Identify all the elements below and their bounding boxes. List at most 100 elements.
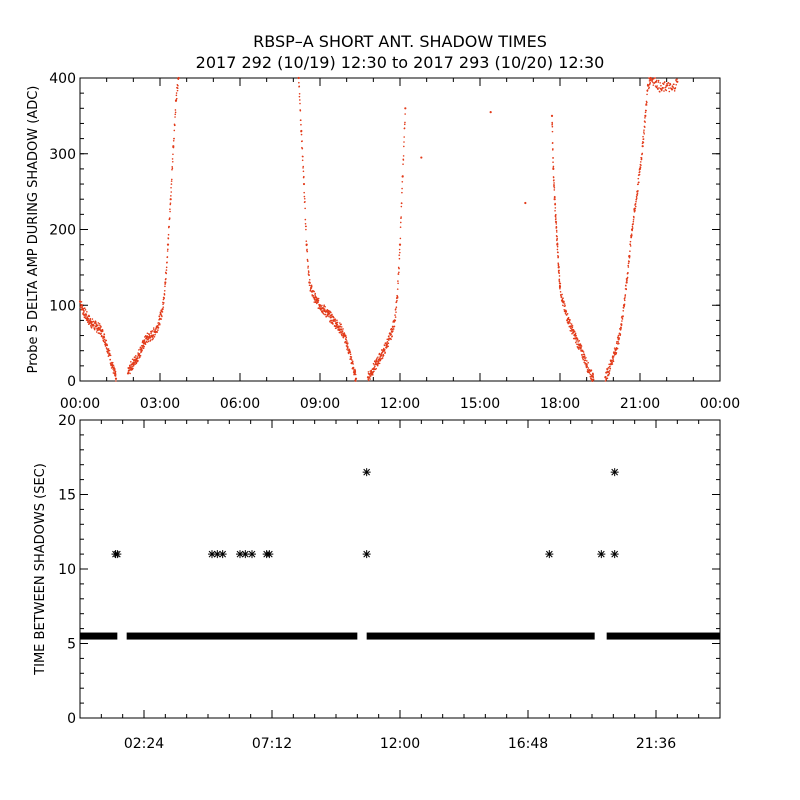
data-point-fill	[608, 372, 611, 375]
data-point-fill	[560, 296, 563, 298]
data-point-fill	[170, 191, 173, 193]
data-point	[110, 363, 114, 366]
data-point-fill	[81, 304, 84, 306]
data-point-fill	[676, 78, 678, 81]
data-point-fill	[95, 331, 98, 333]
data-point-fill	[349, 351, 352, 354]
data-point-fill	[565, 314, 568, 316]
data-point-fill	[334, 318, 337, 321]
x-tick-label: 09:00	[300, 396, 340, 412]
data-point-fill	[100, 334, 103, 337]
data-point-fill	[590, 369, 593, 371]
data-point-fill	[630, 235, 633, 238]
data-point-fill	[557, 255, 560, 258]
data-point-fill	[401, 180, 404, 183]
data-point-fill	[403, 127, 406, 129]
data-point	[553, 198, 556, 201]
data-point-fill	[332, 316, 335, 319]
data-point-fill	[342, 336, 345, 339]
data-point-fill	[307, 270, 310, 272]
data-point	[644, 114, 647, 117]
data-point-fill	[643, 131, 645, 133]
data-point-fill	[300, 123, 302, 126]
data-point-fill	[627, 264, 629, 267]
data-point-fill	[339, 325, 342, 328]
data-point-fill	[637, 183, 639, 186]
data-point-fill	[390, 338, 392, 341]
data-point-fill	[578, 339, 581, 342]
data-point-fill	[575, 341, 577, 344]
data-point-fill	[396, 295, 399, 298]
data-point-fill	[613, 347, 616, 349]
data-point-fill	[345, 338, 347, 341]
data-point-fill	[399, 237, 402, 240]
data-point-fill	[583, 353, 586, 356]
data-point-fill	[635, 195, 638, 198]
data-point-fill	[581, 354, 583, 356]
data-point	[556, 243, 559, 246]
data-point-fill	[131, 365, 133, 368]
data-point-fill	[586, 360, 588, 362]
data-point	[524, 201, 527, 205]
data-point-fill	[302, 170, 305, 173]
data-point-fill	[98, 323, 101, 325]
data-point-fill	[162, 306, 165, 308]
data-point-fill	[335, 321, 337, 324]
data-point-fill	[167, 237, 170, 240]
data-point	[380, 354, 383, 357]
data-point-fill	[582, 351, 585, 353]
data-point-fill	[304, 200, 306, 203]
data-point-fill	[169, 210, 171, 213]
data-point-fill	[554, 209, 556, 212]
data-point-fill	[165, 266, 168, 269]
data-point-fill	[149, 339, 152, 342]
data-point-fill	[395, 311, 397, 313]
data-point-fill	[175, 92, 178, 94]
data-point-fill	[552, 165, 555, 168]
data-point-fill	[607, 367, 610, 369]
data-point-fill	[115, 380, 117, 382]
data-point-fill	[556, 237, 559, 240]
data-point-fill	[171, 166, 173, 168]
data-point-fill	[128, 364, 131, 367]
x-tick-label: 06:00	[220, 396, 260, 412]
data-point-fill	[309, 282, 311, 284]
data-point-fill	[169, 203, 172, 206]
data-point-fill	[86, 310, 88, 313]
data-point-fill	[552, 176, 555, 179]
data-point-fill	[95, 323, 97, 325]
data-point	[592, 378, 595, 381]
data-point-fill	[373, 364, 376, 366]
data-point-fill	[303, 195, 306, 198]
data-point-fill	[142, 347, 145, 350]
data-point-fill	[328, 315, 330, 318]
data-point-fill	[399, 226, 402, 228]
data-point-fill	[651, 78, 654, 81]
data-point-fill	[612, 357, 614, 360]
data-point-fill	[317, 297, 320, 300]
data-point-fill	[642, 135, 644, 138]
data-point-fill	[90, 326, 93, 329]
data-point-fill	[628, 256, 631, 259]
data-point-fill	[585, 356, 587, 359]
data-point-fill	[165, 277, 167, 280]
data-point-fill	[564, 305, 566, 307]
bottom-chart: 02:24 07:12 12:00 16:48 21:36 0 5 10 15 20 TIME BE…	[33, 413, 721, 752]
data-point-fill	[638, 173, 641, 176]
data-point-fill	[158, 322, 161, 325]
data-point	[297, 76, 300, 80]
data-point-fill	[384, 351, 386, 354]
data-point	[404, 107, 407, 110]
data-point-fill	[568, 321, 570, 323]
data-point-fill	[555, 226, 558, 229]
data-point-fill	[642, 138, 645, 140]
outlier-asterisk	[248, 550, 256, 559]
data-point-fill	[658, 87, 660, 89]
data-point-fill	[605, 379, 608, 381]
data-point-fill	[373, 367, 375, 369]
outlier-asterisk	[113, 550, 122, 559]
data-point-fill	[111, 361, 114, 364]
data-point-fill	[84, 309, 87, 311]
data-point-fill	[373, 370, 375, 373]
data-point-fill	[620, 324, 623, 327]
